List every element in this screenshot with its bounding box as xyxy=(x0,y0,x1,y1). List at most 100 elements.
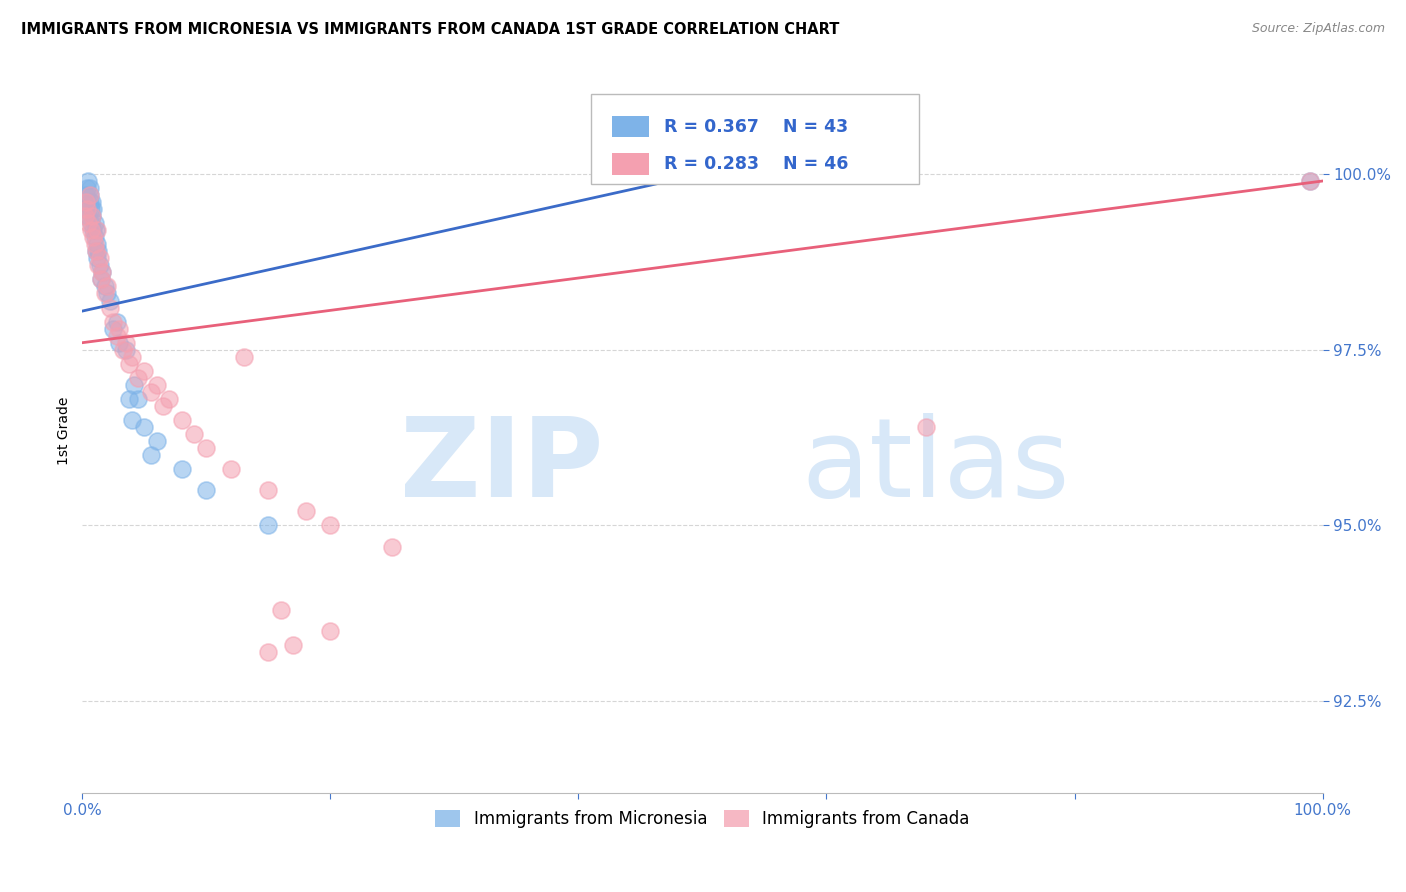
Point xyxy=(75,188,97,202)
Point xyxy=(87,244,110,259)
Point xyxy=(183,427,205,442)
Text: ZIP: ZIP xyxy=(399,413,603,520)
Point xyxy=(93,286,115,301)
Point xyxy=(257,518,280,533)
Point xyxy=(145,434,167,449)
Point xyxy=(134,364,156,378)
Point xyxy=(83,237,105,252)
Point xyxy=(89,252,111,266)
Point xyxy=(84,244,107,259)
Point xyxy=(145,377,167,392)
Point xyxy=(86,223,108,237)
Point xyxy=(118,392,141,406)
Point xyxy=(75,195,97,210)
Point xyxy=(114,335,136,350)
FancyBboxPatch shape xyxy=(591,94,920,185)
Point xyxy=(112,343,135,357)
Point xyxy=(84,244,107,259)
Point xyxy=(79,181,101,195)
Point xyxy=(281,638,304,652)
Point xyxy=(139,448,162,462)
Y-axis label: 1st Grade: 1st Grade xyxy=(58,396,72,465)
Point xyxy=(127,392,149,406)
Point xyxy=(257,483,280,498)
Point xyxy=(77,174,100,188)
Text: R = 0.367    N = 43: R = 0.367 N = 43 xyxy=(664,118,848,136)
Text: atlas: atlas xyxy=(801,413,1070,520)
Legend: Immigrants from Micronesia, Immigrants from Canada: Immigrants from Micronesia, Immigrants f… xyxy=(429,804,976,835)
Point xyxy=(114,343,136,357)
Point xyxy=(82,223,104,237)
Point xyxy=(1299,174,1322,188)
Point xyxy=(82,209,104,223)
Point xyxy=(103,315,125,329)
Point xyxy=(127,371,149,385)
Point xyxy=(103,321,125,335)
Point xyxy=(82,209,104,223)
Point xyxy=(73,202,96,216)
Point xyxy=(96,279,118,293)
Point xyxy=(105,328,128,343)
Point xyxy=(82,230,104,244)
Point xyxy=(89,259,111,273)
Point xyxy=(73,209,96,223)
Point xyxy=(121,350,143,364)
Text: Source: ZipAtlas.com: Source: ZipAtlas.com xyxy=(1251,22,1385,36)
Text: IMMIGRANTS FROM MICRONESIA VS IMMIGRANTS FROM CANADA 1ST GRADE CORRELATION CHART: IMMIGRANTS FROM MICRONESIA VS IMMIGRANTS… xyxy=(21,22,839,37)
Point xyxy=(83,230,105,244)
Point xyxy=(105,315,128,329)
Point xyxy=(98,293,121,308)
Point xyxy=(77,216,100,230)
Point xyxy=(152,399,174,413)
Point xyxy=(108,321,131,335)
Point xyxy=(77,209,100,223)
Bar xyxy=(612,116,650,137)
Point xyxy=(96,286,118,301)
Point xyxy=(90,272,112,286)
Point xyxy=(84,223,107,237)
Point xyxy=(118,357,141,371)
Point xyxy=(79,195,101,210)
Text: R = 0.283    N = 46: R = 0.283 N = 46 xyxy=(664,155,848,173)
Point xyxy=(294,504,316,518)
Point xyxy=(914,420,936,434)
Point xyxy=(270,603,292,617)
Point xyxy=(381,540,404,554)
Point xyxy=(82,195,104,210)
Point xyxy=(86,237,108,252)
Point xyxy=(257,645,280,659)
Point xyxy=(124,377,146,392)
Point xyxy=(86,252,108,266)
Point xyxy=(91,265,114,279)
Point xyxy=(170,413,193,427)
Point xyxy=(134,420,156,434)
Point xyxy=(170,462,193,476)
Point xyxy=(80,202,103,216)
Point xyxy=(80,216,103,230)
Point xyxy=(319,518,342,533)
Point xyxy=(79,188,101,202)
Point xyxy=(319,624,342,638)
Point xyxy=(93,279,115,293)
Point xyxy=(195,483,218,498)
Point xyxy=(82,202,104,216)
Bar xyxy=(612,153,650,175)
Point xyxy=(83,216,105,230)
Point xyxy=(80,223,103,237)
Point xyxy=(76,181,98,195)
Point xyxy=(108,335,131,350)
Point xyxy=(195,441,218,455)
Point xyxy=(157,392,180,406)
Point xyxy=(121,413,143,427)
Point xyxy=(1299,174,1322,188)
Point xyxy=(79,188,101,202)
Point xyxy=(91,265,114,279)
Point xyxy=(219,462,242,476)
Point xyxy=(98,301,121,315)
Point xyxy=(76,195,98,210)
Point xyxy=(139,384,162,399)
Point xyxy=(232,350,254,364)
Point xyxy=(76,202,98,216)
Point xyxy=(87,259,110,273)
Point xyxy=(90,272,112,286)
